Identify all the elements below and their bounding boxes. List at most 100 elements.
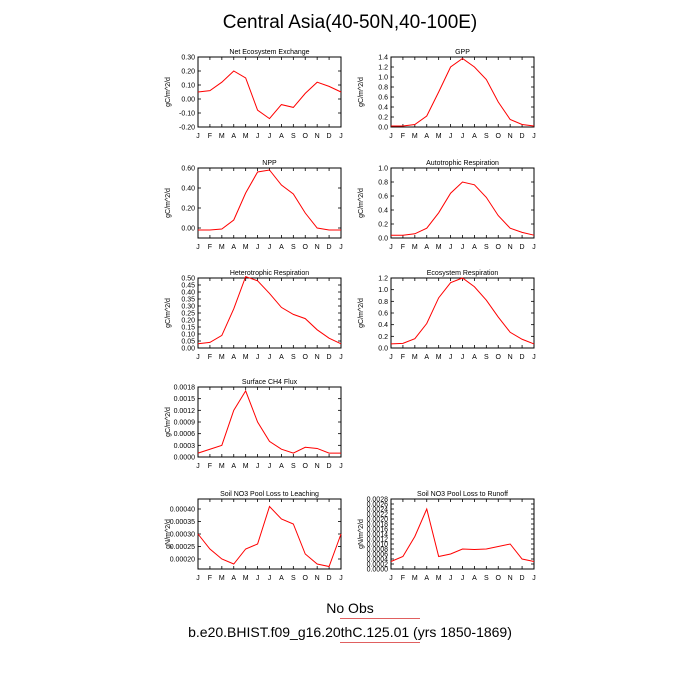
x-tick-label: M [412,575,418,582]
series-line [197,389,341,454]
x-tick-label: O [303,244,309,251]
x-tick-label: M [243,575,249,582]
y-tick-label: 1.2 [378,65,388,72]
x-tick-label: J [449,244,453,251]
y-axis-label: gC/m^2/d [358,188,365,218]
y-tick-label: 0.0026 [367,502,389,509]
x-tick-label: J [268,244,272,251]
y-tick-label: 0.0009 [174,420,196,427]
x-tick-label: A [279,244,284,251]
x-tick-label: M [219,133,225,140]
x-tick-label: O [303,575,309,582]
x-tick-label: A [231,133,236,140]
x-tick-label: J [532,354,536,361]
y-tick-label: 0.60 [181,166,195,173]
x-tick-label: A [231,575,236,582]
x-tick-label: A [279,463,284,470]
y-tick-label: 0.0022 [367,512,389,519]
x-tick-label: D [520,575,525,582]
y-tick-label: 0.0006 [174,431,196,438]
series-line [391,181,535,236]
x-tick-label: M [412,133,418,140]
x-tick-label: J [196,244,200,251]
x-tick-label: O [496,133,502,140]
y-tick-label: 0.0008 [367,547,389,554]
y-tick-label: 0.0018 [367,522,389,529]
y-tick-label: 0.6 [378,95,388,102]
y-tick-label: 0.8 [378,85,388,92]
main-title: Central Asia(40-50N,40-100E) [222,12,478,33]
x-tick-label: J [449,575,453,582]
y-tick-label: 0.4 [378,322,388,329]
x-tick-label: S [484,575,489,582]
y-axis-label: gN/m^2/d [358,519,365,549]
y-tick-label: 0.00 [181,97,195,104]
series-line [197,70,342,120]
y-tick-label: 1.0 [378,75,388,82]
y-tick-label: 0.00020 [170,557,195,564]
x-tick-label: S [291,463,296,470]
y-tick-label: 0.30 [181,304,195,311]
y-tick-label: 0.8 [378,180,388,187]
panel-title: Ecosystem Respiration [427,270,499,277]
x-tick-label: J [449,133,453,140]
y-tick-label: 0.20 [181,69,195,76]
y-tick-label: 0.20 [181,206,195,213]
x-tick-label: O [496,575,502,582]
y-tick-label: 0.2 [378,222,388,229]
x-tick-label: D [520,133,525,140]
y-axis-label: gC/m^2/d [165,407,172,437]
panel-title: Surface CH4 Flux [242,379,298,386]
panel-title: Soil NO3 Pool Loss to Leaching [220,491,319,498]
y-tick-label: 0.0006 [367,552,389,559]
x-tick-label: J [339,244,343,251]
series-line [390,277,535,345]
x-tick-label: J [461,244,465,251]
y-tick-label: 0.00025 [170,544,195,551]
y-axis-label: gC/m^2/d [358,298,365,328]
x-tick-label: A [231,244,236,251]
x-tick-label: M [243,133,249,140]
x-tick-label: F [208,133,212,140]
x-tick-label: M [436,133,442,140]
x-tick-label: N [508,133,513,140]
y-tick-label: 0.50 [181,276,195,283]
x-tick-label: J [256,354,260,361]
x-tick-label: J [256,463,260,470]
x-tick-label: J [389,133,393,140]
y-tick-label: 0.0002 [367,562,389,569]
x-tick-label: N [508,354,513,361]
x-tick-label: A [231,463,236,470]
x-tick-label: N [315,244,320,251]
x-tick-label: F [401,354,405,361]
y-tick-label: 0.00035 [170,519,195,526]
x-tick-label: S [484,354,489,361]
x-tick-label: J [461,575,465,582]
x-tick-label: M [436,244,442,251]
x-tick-label: M [412,244,418,251]
y-tick-label: 0.0020 [367,517,389,524]
plot-frame [390,498,535,570]
x-tick-label: S [291,133,296,140]
y-tick-label: 0.0003 [174,443,196,450]
y-tick-label: 0.00030 [170,532,195,539]
x-tick-label: A [231,354,236,361]
x-tick-label: J [389,575,393,582]
y-tick-label: 0.6 [378,311,388,318]
x-tick-label: A [279,133,284,140]
x-tick-label: J [461,354,465,361]
y-tick-label: 0.4 [378,105,388,112]
plot-frame [390,277,535,349]
y-tick-label: 0.00 [181,226,195,233]
series-line [197,505,342,568]
panel-title: Net Ecosystem Exchange [229,49,309,56]
y-tick-label: 0.0016 [367,527,389,534]
y-tick-label: -0.10 [179,111,195,118]
y-tick-label: 0.45 [181,283,195,290]
x-tick-label: O [303,354,309,361]
x-tick-label: D [520,354,525,361]
y-tick-label: 0.0 [378,346,388,353]
x-tick-label: J [196,354,200,361]
y-tick-label: 0.40 [181,290,195,297]
x-tick-label: J [339,575,343,582]
